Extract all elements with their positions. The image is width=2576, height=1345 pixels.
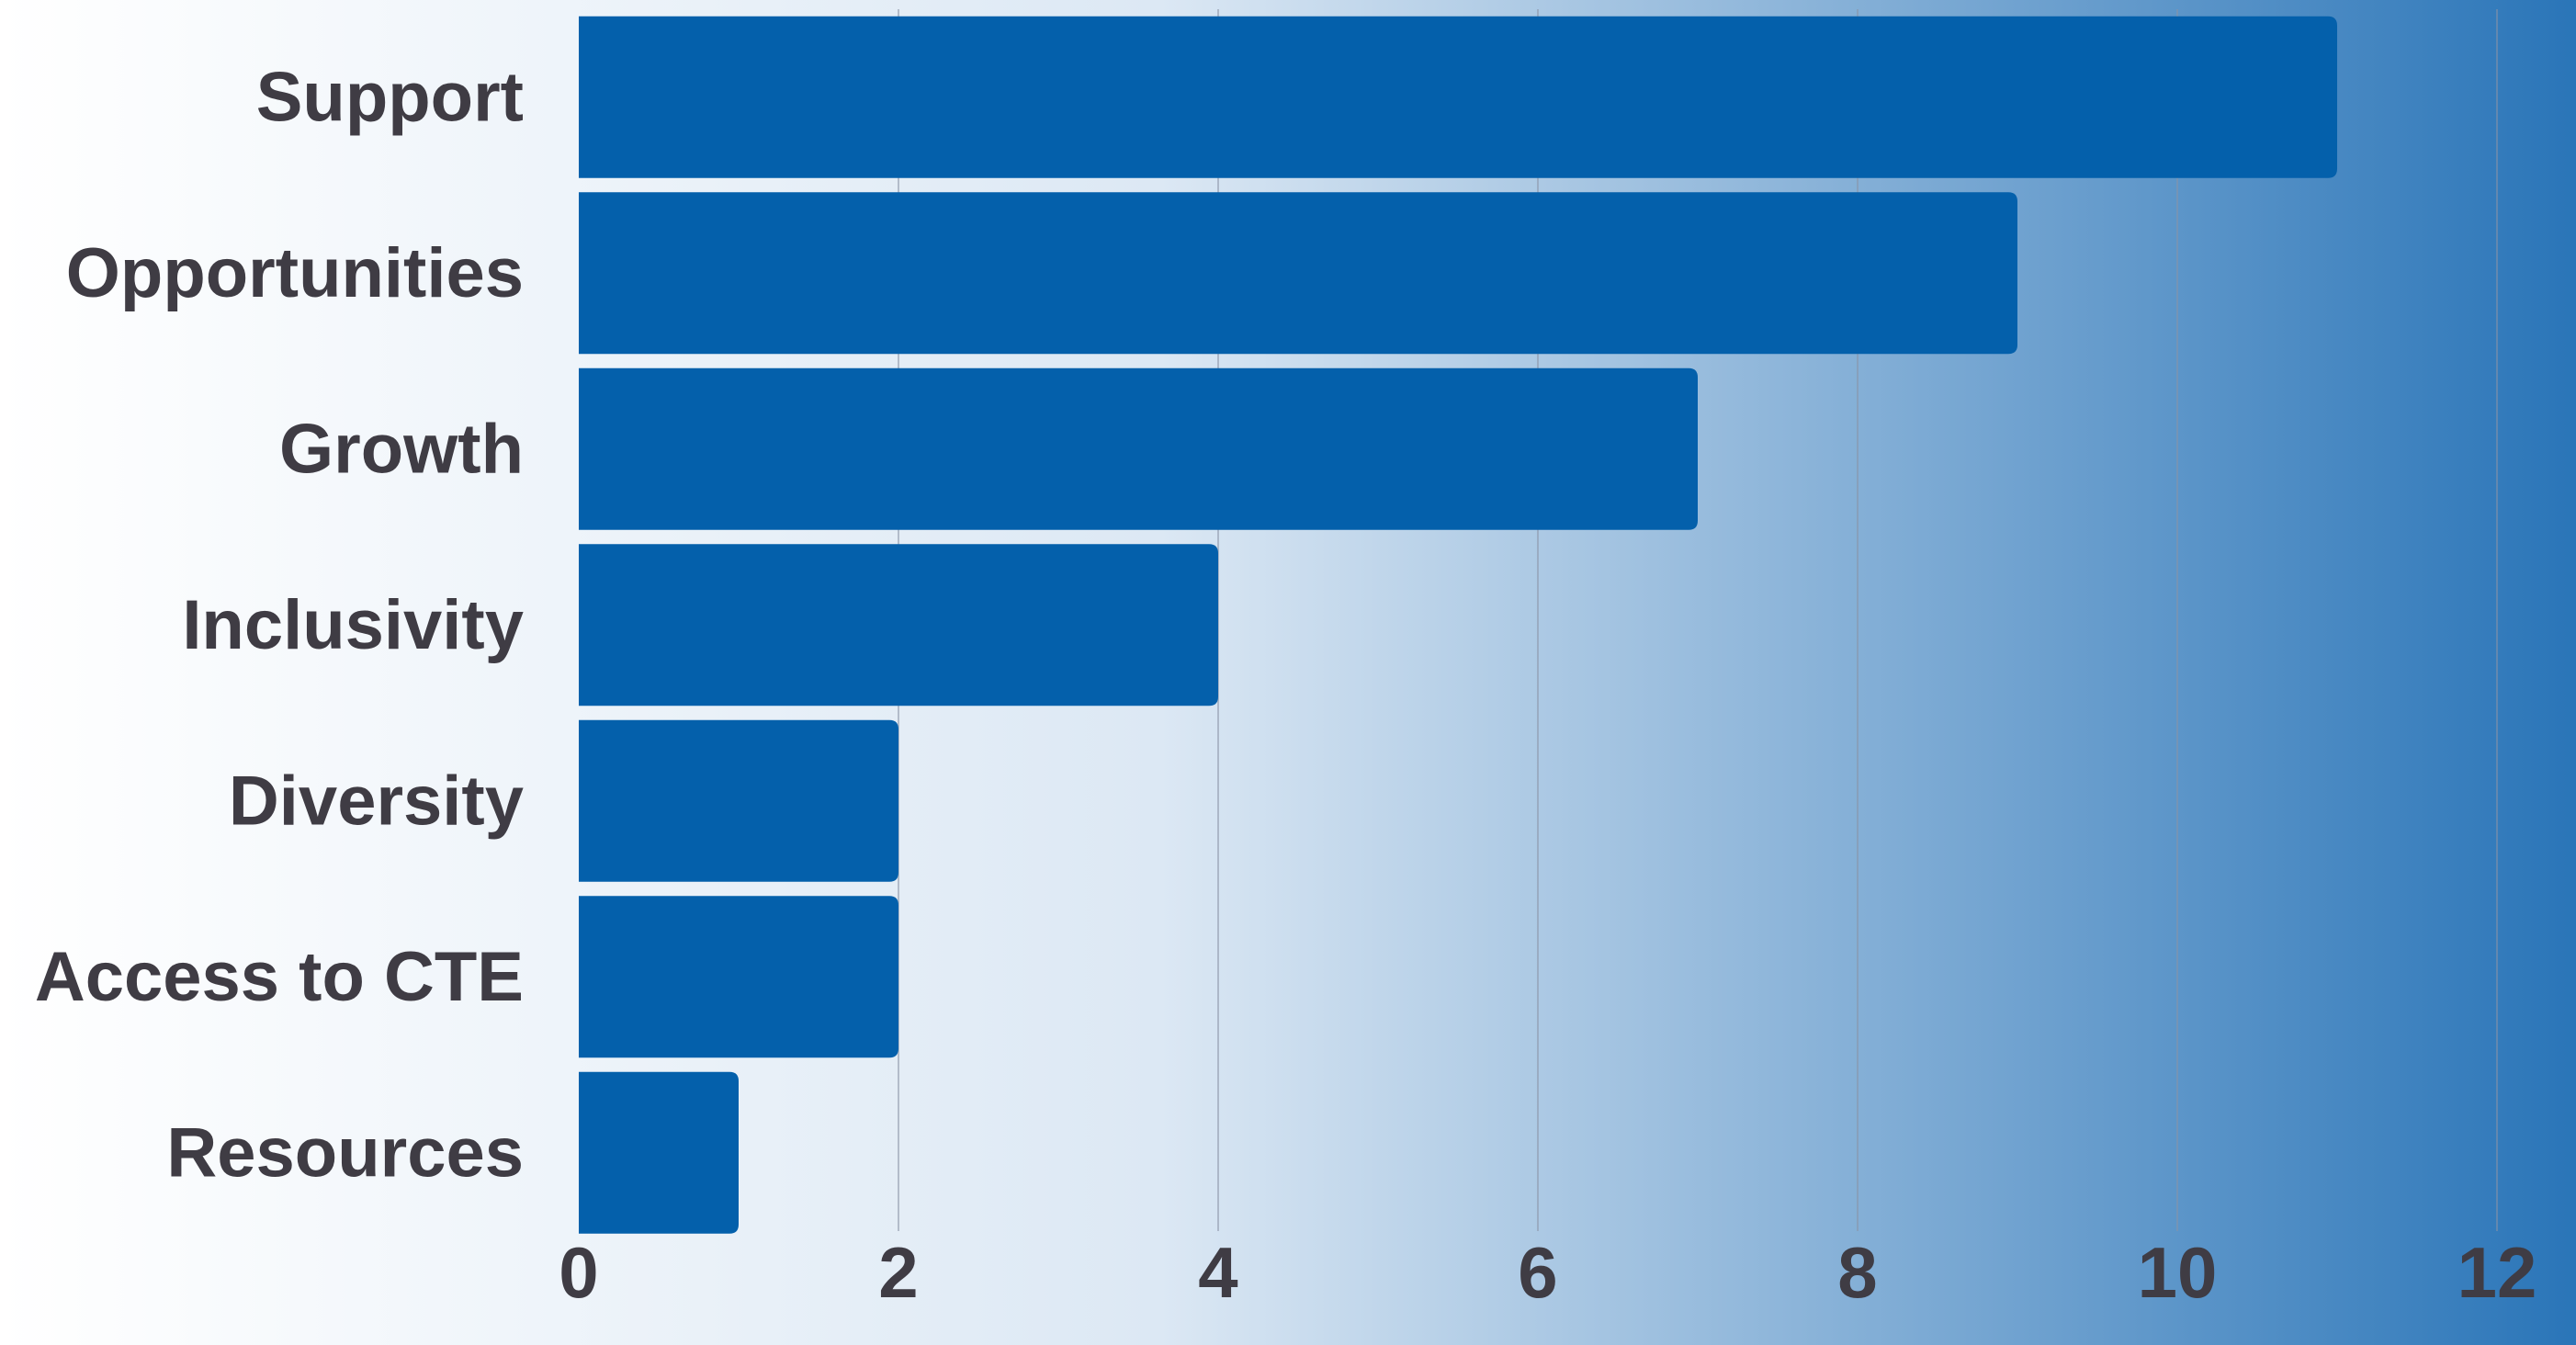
category-label: Diversity [229,762,524,840]
bar-opportunities [579,192,2017,355]
x-tick-label: 2 [878,1232,918,1313]
bar-resources [579,1071,739,1234]
x-tick-label: 0 [559,1232,598,1313]
x-tick-label: 8 [1837,1232,1877,1313]
x-tick-label: 12 [2457,1232,2537,1313]
x-axis-tick-labels: 0 2 4 6 8 10 12 [559,1232,2536,1313]
category-label: Growth [279,410,524,488]
bars [579,16,2337,1234]
category-labels: Support Opportunities Growth Inclusivity Div… [35,58,524,1192]
x-tick-label: 4 [1198,1232,1237,1313]
x-tick-label: 10 [2138,1232,2218,1313]
bar-support [579,16,2337,178]
category-label: Inclusivity [182,586,524,664]
x-tick-label: 6 [1518,1232,1557,1313]
category-label: Resources [166,1113,524,1192]
category-label: Access to CTE [35,938,524,1016]
bar-inclusivity [579,544,1218,706]
bar-diversity [579,719,898,882]
category-label: Opportunities [66,234,524,312]
bar-growth [579,367,1698,530]
category-label: Support [256,58,524,136]
bar-access-to-cte [579,896,898,1058]
